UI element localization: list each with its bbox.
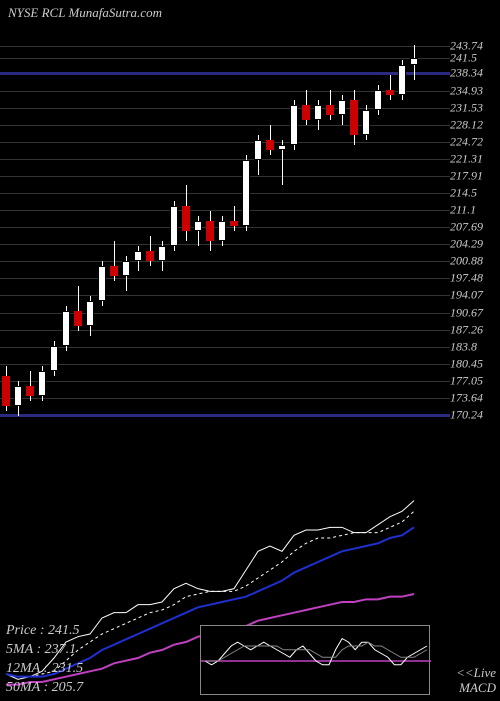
gridline bbox=[0, 193, 450, 194]
price-level-label: 211.1 bbox=[450, 203, 498, 218]
gridline bbox=[0, 381, 450, 382]
price-level-label: 224.72 bbox=[450, 134, 498, 149]
gridline bbox=[0, 91, 450, 92]
gridline bbox=[0, 176, 450, 177]
price-level-label: 197.48 bbox=[450, 271, 498, 286]
price-level-label: 217.91 bbox=[450, 168, 498, 183]
gridline bbox=[0, 58, 450, 59]
macd-signal-line bbox=[205, 642, 427, 661]
gridline bbox=[0, 278, 450, 279]
price-level-label: 207.69 bbox=[450, 220, 498, 235]
price-level-label: 231.53 bbox=[450, 100, 498, 115]
price-level-label: 204.29 bbox=[450, 237, 498, 252]
price-level-label: 173.64 bbox=[450, 390, 498, 405]
gridline bbox=[0, 347, 450, 348]
price-level-label: 170.24 bbox=[450, 408, 498, 423]
gridline bbox=[0, 261, 450, 262]
info-12ma: 12MA : 231.5 bbox=[6, 660, 83, 679]
macd-label-line1: <<Live bbox=[456, 665, 496, 680]
price-level-label: 241.5 bbox=[450, 50, 498, 65]
info-50ma: 50MA : 205.7 bbox=[6, 679, 83, 698]
price-level-label: 221.31 bbox=[450, 151, 498, 166]
price-level-label: 177.05 bbox=[450, 373, 498, 388]
macd-svg bbox=[201, 626, 431, 696]
gridline bbox=[0, 398, 450, 399]
price-chart: NYSE RCL MunafaSutra.com 243.74241.5238.… bbox=[0, 0, 500, 415]
macd-label-line2: MACD bbox=[459, 680, 496, 695]
gridline bbox=[0, 72, 450, 75]
chart-title: NYSE RCL MunafaSutra.com bbox=[8, 5, 162, 21]
macd-label: <<Live MACD bbox=[456, 665, 496, 696]
gridline bbox=[0, 142, 450, 143]
price-level-label: 187.26 bbox=[450, 322, 498, 337]
price-level-label: 180.45 bbox=[450, 356, 498, 371]
price-level-label: 228.12 bbox=[450, 117, 498, 132]
indicator-chart: <<Live MACD Price : 241.5 5MA : 237.1 12… bbox=[0, 480, 500, 700]
price-level-label: 234.93 bbox=[450, 83, 498, 98]
price-level-label: 214.5 bbox=[450, 185, 498, 200]
macd-inset bbox=[200, 625, 430, 695]
gridline bbox=[0, 295, 450, 296]
info-box: Price : 241.5 5MA : 237.1 12MA : 231.5 5… bbox=[6, 622, 83, 698]
price-level-label: 183.8 bbox=[450, 339, 498, 354]
price-level-label: 194.07 bbox=[450, 288, 498, 303]
info-price: Price : 241.5 bbox=[6, 622, 83, 641]
price-level-label: 190.67 bbox=[450, 305, 498, 320]
gridline bbox=[0, 210, 450, 211]
gridline bbox=[0, 244, 450, 245]
price-level-label: 238.34 bbox=[450, 66, 498, 81]
info-5ma: 5MA : 237.1 bbox=[6, 641, 83, 660]
gridline bbox=[0, 108, 450, 109]
price-level-label: 200.88 bbox=[450, 254, 498, 269]
gridline bbox=[0, 46, 450, 47]
gridline bbox=[0, 125, 450, 126]
gridline bbox=[0, 414, 450, 417]
gridline bbox=[0, 364, 450, 365]
gridline bbox=[0, 159, 450, 160]
